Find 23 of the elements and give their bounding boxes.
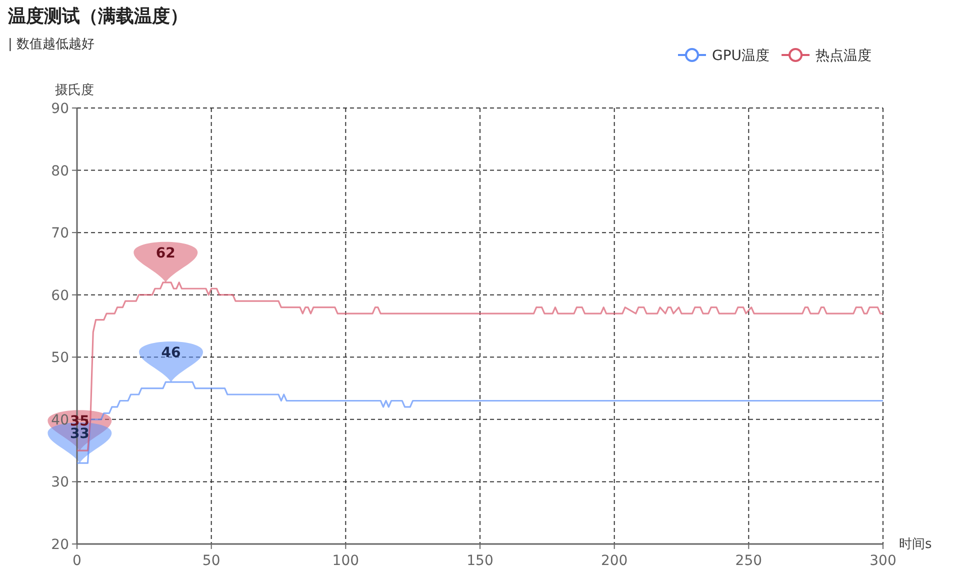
y-tick-label: 70 [51, 226, 69, 242]
x-tick-label: 300 [870, 553, 896, 569]
y-tick-label: 60 [51, 288, 69, 304]
x-tick-label: 50 [202, 553, 220, 569]
y-tick-label: 50 [51, 350, 69, 366]
x-tick-label: 100 [332, 553, 360, 569]
x-tick-label: 150 [466, 553, 494, 569]
y-tick-label: 30 [51, 474, 69, 491]
y-tick-label: 80 [51, 163, 69, 180]
y-tick-label: 40 [51, 412, 69, 428]
x-tick-label: 0 [72, 553, 82, 569]
x-tick-label: 200 [600, 553, 628, 569]
x-axis-title: 时间s [899, 537, 932, 552]
annotation: 62 [156, 245, 176, 262]
y-tick-label: 20 [51, 537, 69, 553]
x-tick-label: 250 [735, 553, 762, 569]
legend-label: 热点温度 [816, 48, 872, 64]
chart-title: 温度测试（满载温度） [7, 6, 188, 27]
chart-subtitle: | 数值越低越好 [8, 37, 95, 52]
annotation: 46 [161, 345, 181, 362]
y-axis-title: 摄氏度 [55, 82, 94, 98]
y-tick-label: 90 [51, 101, 69, 117]
legend-label: GPU温度 [712, 48, 770, 64]
